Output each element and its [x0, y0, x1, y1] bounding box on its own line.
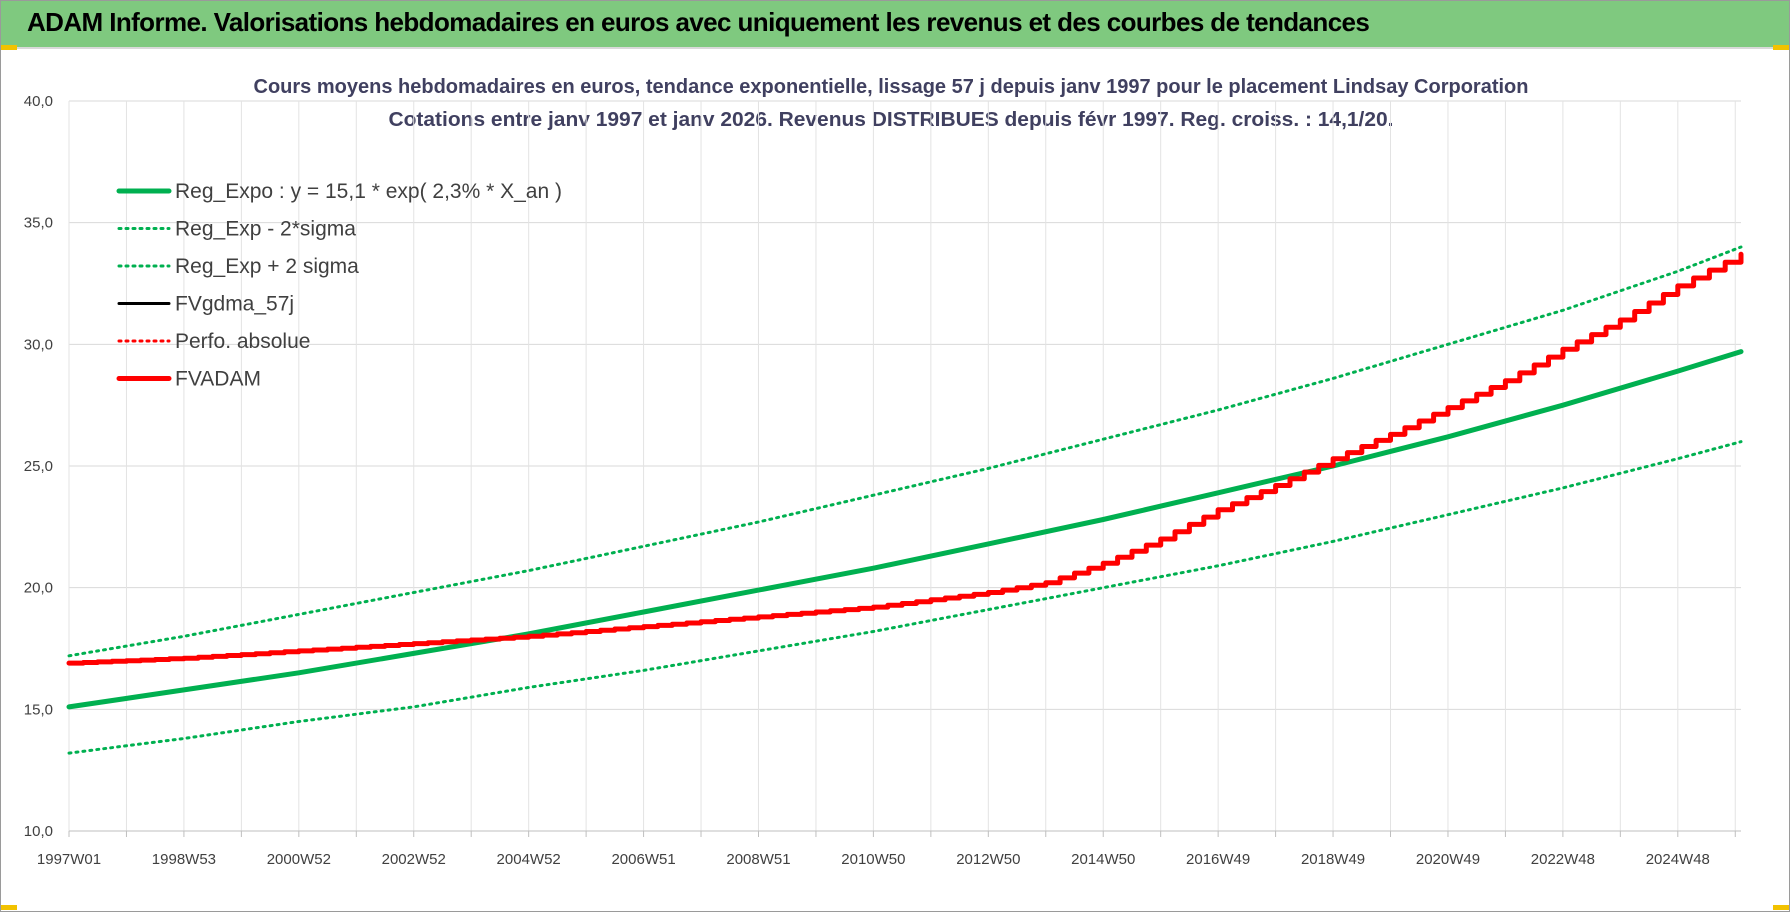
- chart-title-line-1: Cours moyens hebdomadaires en euros, ten…: [254, 76, 1529, 98]
- y-tick-label: 25,0: [24, 458, 53, 475]
- x-tick-label: 2008W51: [726, 851, 790, 868]
- series-line-5: [66, 251, 1744, 666]
- x-tick-label: 1998W53: [152, 851, 216, 868]
- series-line-2: [67, 245, 1743, 658]
- series-lines: [66, 245, 1744, 755]
- header-banner: ADAM Informe. Valorisations hebdomadaire…: [1, 1, 1789, 49]
- y-tick-label: 10,0: [24, 823, 53, 840]
- x-tick-label: 2012W50: [956, 851, 1020, 868]
- chart-title-line-2: Cotations entre janv 1997 et janv 2026. …: [389, 109, 1394, 131]
- x-tick-label: 2024W48: [1646, 851, 1710, 868]
- x-tick-label: 2014W50: [1071, 851, 1135, 868]
- x-tick-label: 2000W52: [267, 851, 331, 868]
- series-line-1: [67, 440, 1743, 755]
- legend-label: FVgdma_57j: [175, 293, 294, 316]
- corner-mark-top-right: [1773, 45, 1789, 50]
- x-tick-label: 2010W50: [841, 851, 905, 868]
- corner-mark-bottom-right: [1773, 905, 1789, 910]
- series-line-0: [66, 349, 1744, 710]
- legend-label: Reg_Exp + 2 sigma: [175, 255, 359, 278]
- legend-label: Perfo. absolue: [175, 330, 310, 353]
- y-axis: 10,0 15,0 20,0 25,0 30,0 35,0 40,0: [24, 93, 53, 840]
- x-axis: 1997W01 1998W53 2000W52 2002W52 2004W52 2006W…: [37, 830, 1741, 868]
- legend: Reg_Expo : y = 15,1 * exp( 2,3% * X_an )…: [116, 180, 562, 391]
- y-tick-label: 30,0: [24, 336, 53, 353]
- x-tick-label: 1997W01: [37, 851, 101, 868]
- grid-lines: [68, 100, 1741, 832]
- legend-label: FVADAM: [175, 368, 261, 391]
- y-tick-label: 35,0: [24, 215, 53, 232]
- x-tick-label: 2002W52: [382, 851, 446, 868]
- legend-label: Reg_Expo : y = 15,1 * exp( 2,3% * X_an ): [175, 180, 562, 203]
- page-title: ADAM Informe. Valorisations hebdomadaire…: [27, 7, 1370, 37]
- corner-mark-top-left: [1, 45, 17, 50]
- x-tick-label: 2020W49: [1416, 851, 1480, 868]
- legend-label: Reg_Exp - 2*sigma: [175, 218, 356, 241]
- x-tick-label: 2004W52: [497, 851, 561, 868]
- x-tick-label: 2022W48: [1531, 851, 1595, 868]
- y-tick-label: 20,0: [24, 580, 53, 597]
- y-tick-label: 15,0: [24, 701, 53, 718]
- x-tick-label: 2016W49: [1186, 851, 1250, 868]
- x-tick-label: 2018W49: [1301, 851, 1365, 868]
- y-tick-label: 40,0: [24, 93, 53, 110]
- x-tick-label: 2006W51: [611, 851, 675, 868]
- corner-mark-bottom-left: [1, 905, 17, 910]
